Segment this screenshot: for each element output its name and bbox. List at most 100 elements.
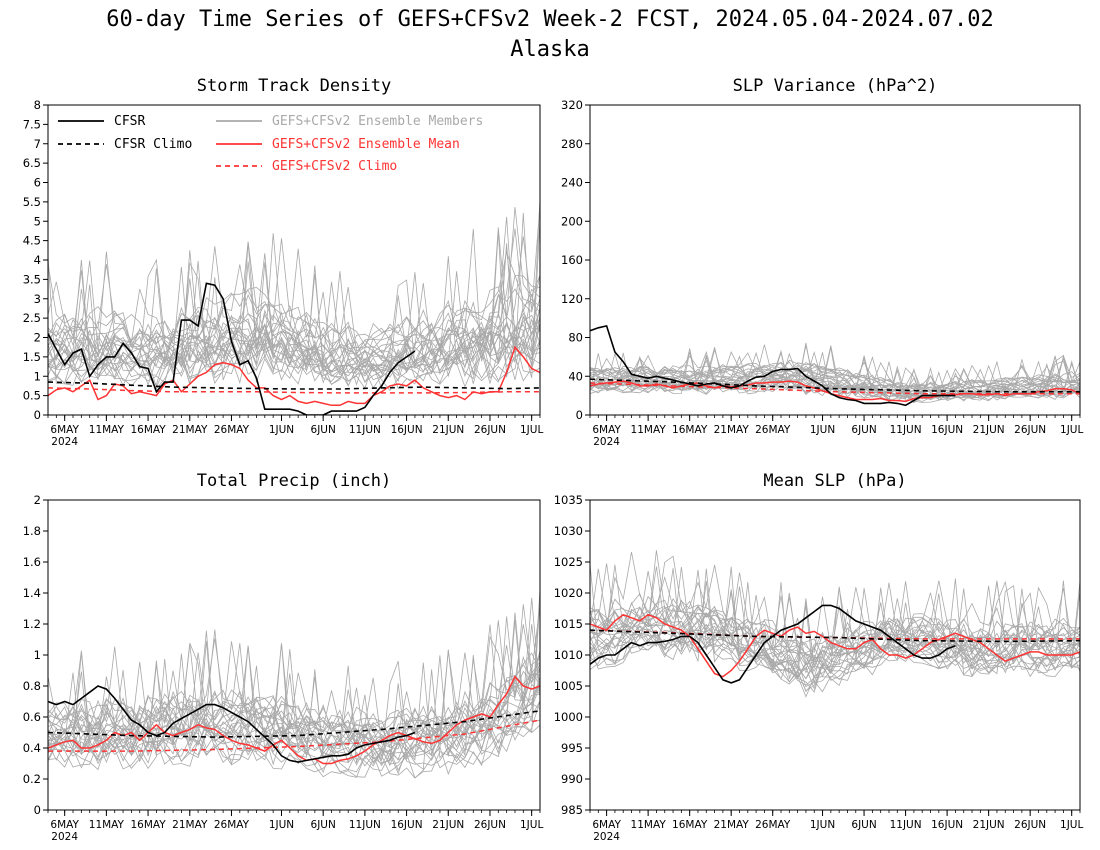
y-tick-label: 2 (34, 493, 41, 507)
figure-title: 60-day Time Series of GEFS+CFSv2 Week-2 … (106, 7, 993, 32)
x-tick-label: 1JUL (1060, 424, 1083, 436)
y-tick-label: 2 (34, 331, 41, 345)
x-tick-label: 11MAY (89, 424, 125, 436)
ensemble-member-line (48, 251, 540, 350)
panel-title: Total Precip (inch) (197, 471, 391, 491)
x-tick-label: 16MAY (130, 819, 166, 831)
panel-title: SLP Variance (hPa^2) (733, 76, 938, 96)
y-tick-label: 1010 (554, 648, 583, 662)
x-tick-label: 26JUN (474, 424, 506, 436)
legend-label-cfsr: CFSR (114, 114, 145, 129)
series-gefs-cfsv2-ensemble-mean (590, 613, 1080, 678)
x-tick-label: 21MAY (714, 424, 750, 436)
ensemble-member-line (590, 568, 1080, 698)
ensemble-member-line (590, 568, 1080, 684)
ensemble-member-line (48, 664, 540, 733)
x-tick-label: 16JUN (391, 819, 423, 831)
x-tick-label: 26MAY (755, 424, 791, 436)
ensemble-member-line (48, 665, 540, 765)
y-tick-label: 1 (34, 648, 41, 662)
x-year-label: 2024 (51, 831, 78, 843)
figure-region: Alaska (510, 37, 589, 62)
ensemble-member-line (590, 361, 1080, 392)
legend: CFSR CFSR Climo GEFS+CFSv2 Ensemble Member… (58, 114, 483, 174)
x-tick-label: 1JUL (520, 819, 543, 831)
y-tick-label: 8 (34, 98, 41, 112)
x-tick-label: 11JUN (349, 819, 381, 831)
y-tick-label: 1 (34, 369, 41, 383)
ensemble-member-line (48, 624, 540, 742)
plot-frame (47, 499, 541, 811)
y-tick-label: 1005 (554, 679, 583, 693)
panel-title: Mean SLP (hPa) (763, 471, 906, 491)
x-tick-label: 16MAY (672, 424, 708, 436)
ensemble-member-line (590, 564, 1080, 665)
x-tick-label: 11JUN (890, 424, 922, 436)
y-tick-label: 280 (561, 137, 583, 151)
ensemble-members (48, 589, 540, 779)
x-tick-label: 11JUN (890, 819, 922, 831)
ensemble-member-line (590, 595, 1080, 657)
x-tick-label: 21MAY (172, 819, 208, 831)
y-tick-label: 160 (561, 253, 583, 267)
y-tick-label: 6.5 (23, 156, 41, 170)
ensemble-member-line (590, 563, 1080, 671)
x-tick-label: 16JUN (931, 819, 963, 831)
panel-4: Mean SLP (hPa) 985 990 995 1000 1005 1010 1015 1… (554, 471, 1084, 843)
y-tick-label: 1000 (554, 710, 583, 724)
series-gefs-cfsv2-ensemble-mean (48, 675, 540, 765)
x-tick-label: 6MAY (592, 424, 621, 436)
ensemble-member-line (48, 641, 540, 733)
y-tick-label: 6 (34, 176, 41, 190)
x-tick-label: 6JUN (311, 424, 336, 436)
x-tick-label: 16MAY (672, 819, 708, 831)
x-tick-label: 21JUN (973, 819, 1005, 831)
series-gefs-cfsv2-climo (590, 382, 1080, 395)
x-tick-label: 11JUN (349, 424, 381, 436)
x-tick-label: 1JUN (810, 424, 835, 436)
ensemble-member-line (48, 243, 540, 376)
y-tick-label: 7 (34, 137, 41, 151)
ensemble-member-line (48, 260, 540, 381)
x-tick-label: 1JUL (1060, 819, 1083, 831)
x-tick-label: 21JUN (432, 424, 464, 436)
legend-label-ens-mean: GEFS+CFSv2 Ensemble Mean (272, 137, 460, 152)
ensemble-member-line (48, 238, 540, 349)
x-tick-label: 16JUN (391, 424, 423, 436)
x-tick-label: 6JUN (851, 819, 876, 831)
y-tick-label: 240 (561, 176, 583, 190)
panels: Storm Track Density 0 0.5 1 1.5 2 2.5 3 3.5 4 4.5 5… (23, 76, 1084, 843)
y-tick-label: 4.5 (23, 234, 41, 248)
x-tick-label: 1JUN (269, 819, 294, 831)
x-tick-label: 21JUN (973, 424, 1005, 436)
x-year-label: 2024 (593, 831, 620, 843)
y-tick-label: 0 (34, 408, 41, 422)
panel-2: SLP Variance (hPa^2) 0 40 80 120 160 200 240 280… (561, 76, 1083, 448)
y-tick-label: 40 (568, 369, 583, 383)
series-gefs-cfsv2-climo (48, 387, 540, 394)
series-cfsr-climo (48, 381, 540, 390)
y-tick-label: 5.5 (23, 195, 41, 209)
y-tick-label: 120 (561, 292, 583, 306)
y-tick-label: 1025 (554, 555, 583, 569)
x-tick-label: 6JUN (311, 819, 336, 831)
ensemble-member-line (48, 261, 540, 377)
x-tick-label: 6MAY (50, 819, 79, 831)
ensemble-member-line (590, 578, 1080, 693)
y-tick-label: 0.5 (23, 389, 41, 403)
y-tick-label: 985 (561, 803, 583, 817)
ensemble-member-line (48, 702, 540, 773)
y-tick-label: 990 (561, 772, 583, 786)
x-tick-label: 21MAY (714, 819, 750, 831)
x-tick-label: 26MAY (214, 424, 250, 436)
series-cfsr-climo (48, 710, 540, 738)
series-lines (590, 604, 1080, 684)
legend-label-members: GEFS+CFSv2 Ensemble Members (272, 114, 483, 129)
series-cfsr-climo (590, 629, 1080, 643)
y-tick-label: 3.5 (23, 272, 41, 286)
panel-1: Storm Track Density 0 0.5 1 1.5 2 2.5 3 3.5 4 4.5 5… (23, 76, 544, 448)
ensemble-member-line (48, 204, 540, 362)
series-cfsr (590, 604, 956, 684)
y-tick-label: 1.2 (23, 617, 41, 631)
x-tick-label: 6JUN (851, 424, 876, 436)
